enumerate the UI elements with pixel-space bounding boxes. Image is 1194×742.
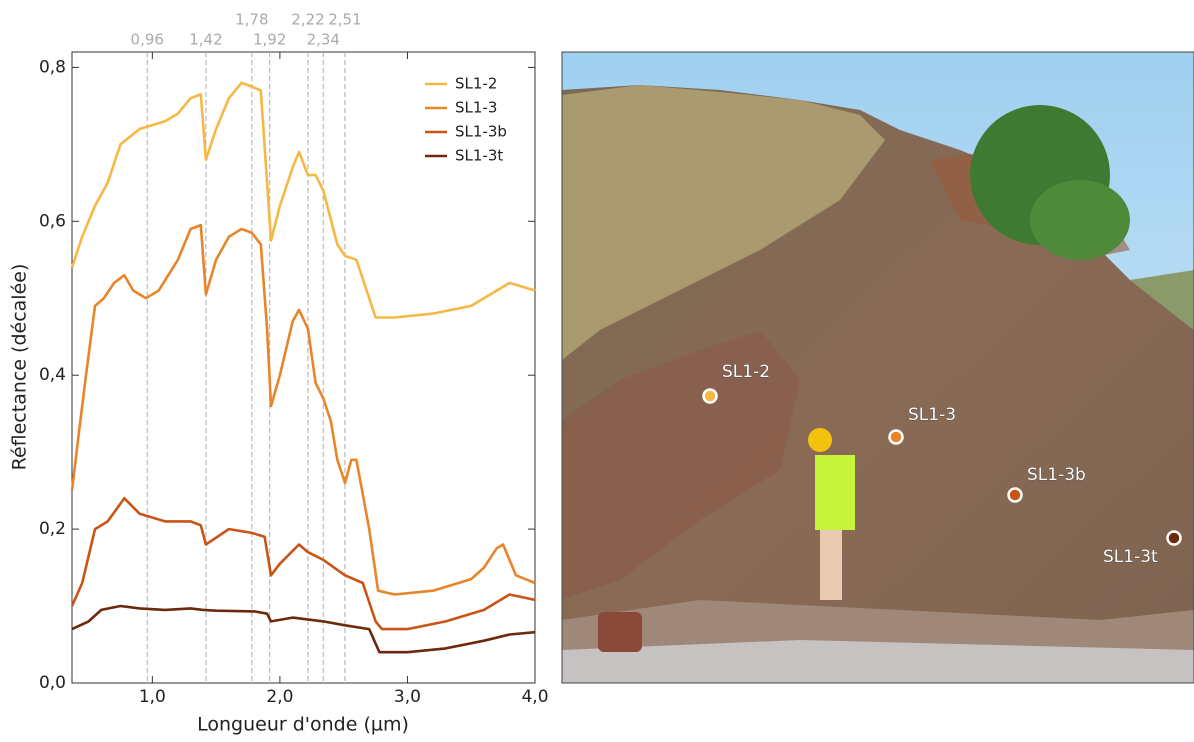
sample-label: SL1-3b xyxy=(1027,465,1086,485)
grass xyxy=(1130,270,1194,330)
reference-label: 2,34 xyxy=(307,31,340,49)
legend-label: SL1-3 xyxy=(455,99,497,117)
y-tick-label: 0,2 xyxy=(39,519,66,539)
sample-label: SL1-3t xyxy=(1103,547,1158,567)
y-tick-label: 0,0 xyxy=(39,673,66,693)
x-tick-label: 2,0 xyxy=(266,687,293,707)
reference-label: 1,42 xyxy=(189,31,222,49)
y-tick-label: 0,4 xyxy=(39,365,66,385)
reference-label: 2,51 xyxy=(328,11,361,29)
sample-label: SL1-2 xyxy=(722,362,770,382)
series-line xyxy=(70,81,536,319)
sample-label: SL1-3 xyxy=(908,405,956,425)
road xyxy=(562,640,1194,683)
x-tick-label: 1,0 xyxy=(139,687,166,707)
y-axis-label: Réflectance (décalée) xyxy=(9,264,31,471)
y-tick-label: 0,6 xyxy=(39,211,66,231)
reference-label: 2,22 xyxy=(291,11,324,29)
x-axis-label: Longueur d'onde (µm) xyxy=(197,714,409,736)
sample-marker xyxy=(1007,487,1023,503)
y-tick-label: 0,8 xyxy=(39,57,66,77)
series-line xyxy=(71,604,536,654)
sample-marker xyxy=(888,429,904,445)
x-tick-label: 3,0 xyxy=(394,687,421,707)
sample-marker xyxy=(1166,530,1182,546)
reference-label: 1,92 xyxy=(253,31,286,49)
legend-label: SL1-3b xyxy=(455,123,507,141)
red-zone xyxy=(562,330,800,600)
photo-frame xyxy=(561,51,1194,684)
person-vest xyxy=(815,455,855,530)
sample-marker xyxy=(702,388,718,404)
person-legs xyxy=(820,530,842,600)
backpack xyxy=(598,612,642,652)
reference-label: 1,78 xyxy=(235,11,268,29)
x-tick-label: 4,0 xyxy=(521,687,548,707)
person-helmet xyxy=(808,428,832,452)
plot-frame xyxy=(71,51,536,684)
legend-label: SL1-3t xyxy=(455,147,503,165)
upper-layer xyxy=(562,85,885,360)
bush xyxy=(1030,180,1130,260)
reference-label: 0,96 xyxy=(131,31,164,49)
photo xyxy=(561,51,1194,684)
legend-label: SL1-2 xyxy=(455,75,497,93)
series-line xyxy=(70,497,536,631)
series-line xyxy=(70,223,536,596)
